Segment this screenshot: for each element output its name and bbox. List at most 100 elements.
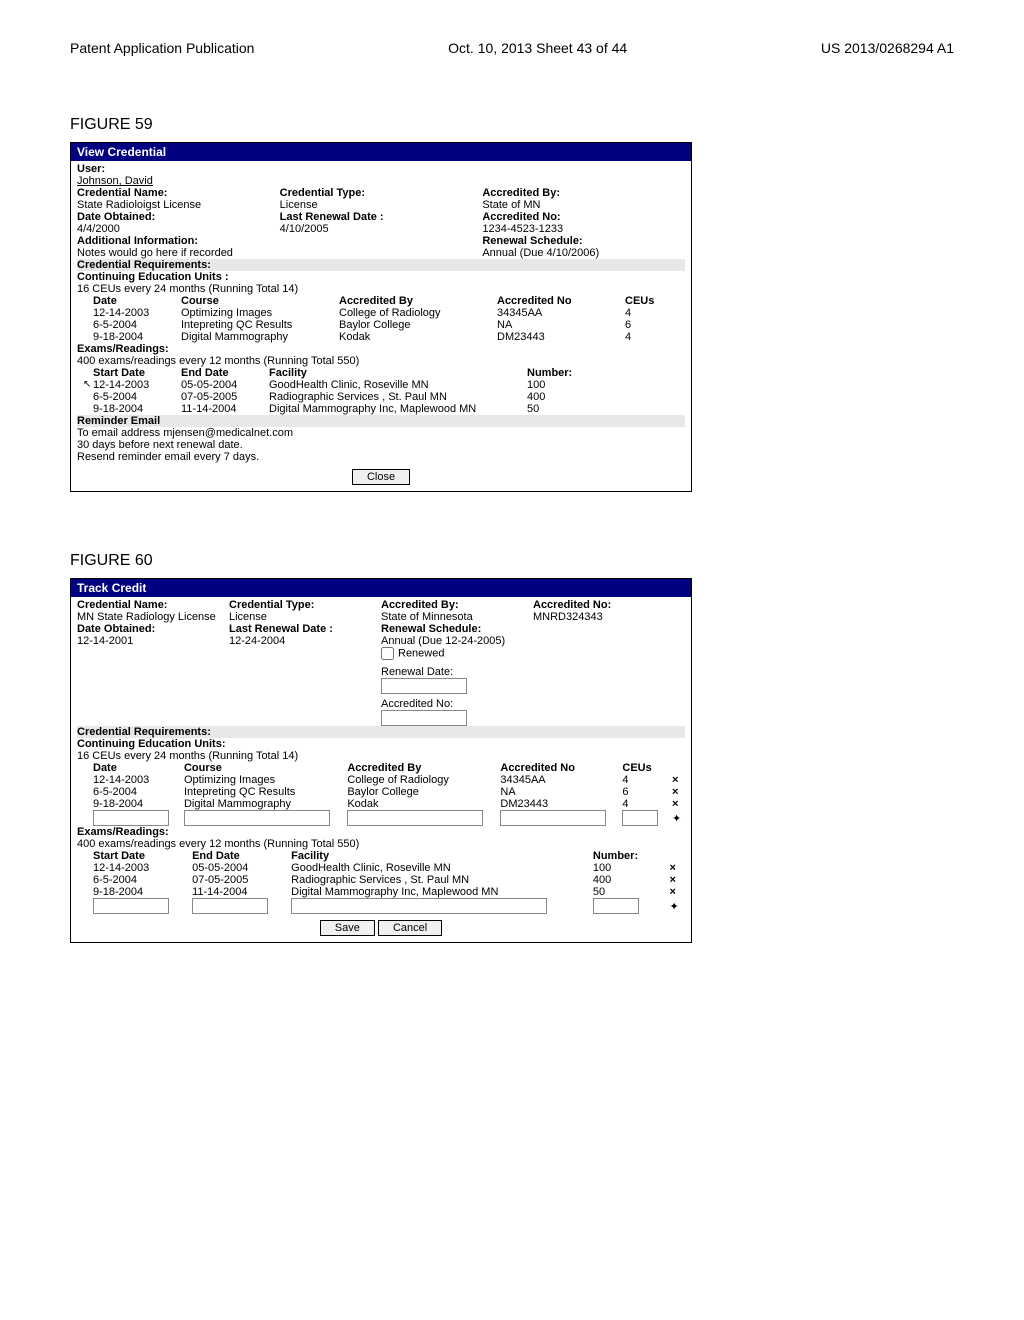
ceu-table: Date Course Accredited By Accredited No … (89, 762, 697, 826)
table-row: 9-18-2004Digital MammographyKodakDM23443… (89, 798, 697, 810)
cell-accno: DM23443 (496, 798, 618, 810)
exams-label: Exams/Readings: (77, 343, 685, 355)
accredited-no-input[interactable] (381, 710, 467, 726)
cancel-button[interactable]: Cancel (378, 920, 442, 936)
save-button[interactable]: Save (320, 920, 375, 936)
table-row: 9-18-200411-14-2004Digital Mammography I… (89, 403, 697, 415)
cell-number: 100 (523, 379, 697, 391)
cell-date: 6-5-2004 (89, 319, 177, 331)
delete-icon[interactable]: × (669, 874, 675, 886)
col-date: Date (89, 762, 180, 774)
exam-facility-input[interactable] (291, 898, 547, 914)
renewed-checkbox[interactable] (381, 647, 394, 660)
cred-name-label: Credential Name: (77, 187, 280, 199)
window-title: Track Credit (71, 579, 691, 597)
ceu-accno-input[interactable] (500, 810, 606, 826)
cell-course: Optimizing Images (180, 774, 343, 786)
reminder-line-1: To email address mjensen@medicalnet.com (77, 427, 685, 439)
cell-date: 9-18-2004 (89, 331, 177, 343)
cell-course: Intepreting QC Results (180, 786, 343, 798)
delete-icon[interactable]: × (672, 786, 678, 798)
user-label: User: (77, 163, 685, 175)
table-row: 9-18-2004Digital MammographyKodakDM23443… (89, 331, 697, 343)
col-accno: Accredited No (496, 762, 618, 774)
col-accby: Accredited By (343, 762, 496, 774)
cell-accno: 34345AA (496, 774, 618, 786)
table-row: 12-14-2003Optimizing ImagesCollege of Ra… (89, 307, 697, 319)
col-facility: Facility (287, 850, 589, 862)
last-renewal-value: 4/10/2005 (280, 223, 483, 235)
delete-icon[interactable]: × (669, 862, 675, 874)
cell-ceus: 4 (621, 307, 697, 319)
cell-end: 11-14-2004 (177, 403, 265, 415)
cell-facility: Digital Mammography Inc, Maplewood MN (287, 886, 589, 898)
col-facility: Facility (265, 367, 523, 379)
cell-start: 6-5-2004 (89, 874, 188, 886)
accredited-by-label: Accredited By: (482, 187, 685, 199)
page-header: Patent Application Publication Oct. 10, … (70, 40, 954, 56)
cred-type-label: Credential Type: (229, 599, 381, 611)
table-row: 9-18-200411-14-2004Digital Mammography I… (89, 886, 697, 898)
cred-req-header: Credential Requirements: (77, 726, 685, 738)
table-header-row: Date Course Accredited By Accredited No … (89, 762, 697, 774)
cell-end: 07-05-2005 (177, 391, 265, 403)
renewal-schedule-label: Renewal Schedule: (482, 235, 685, 247)
renewal-schedule-value: Annual (Due 4/10/2006) (482, 247, 685, 259)
renewal-date-label: Renewal Date: (381, 666, 453, 678)
col-course: Course (177, 295, 335, 307)
ceu-date-input[interactable] (93, 810, 169, 826)
figure-59-label: FIGURE 59 (70, 116, 954, 134)
table-row: 12-14-200305-05-2004GoodHealth Clinic, R… (89, 862, 697, 874)
cell-start: 12-14-2003 (89, 379, 177, 391)
ceu-accby-input[interactable] (347, 810, 483, 826)
cred-name-value: State Radioloigst License (77, 199, 280, 211)
user-value[interactable]: Johnson, David (77, 175, 685, 187)
col-start: Start Date (89, 850, 188, 862)
cell-number: 400 (523, 391, 697, 403)
cell-accno: DM23443 (493, 331, 621, 343)
add-icon[interactable]: ✦ (669, 901, 678, 913)
date-obtained-label: Date Obtained: (77, 623, 229, 635)
cell-facility: Radiographic Services , St. Paul MN (265, 391, 523, 403)
renewal-date-input[interactable] (381, 678, 467, 694)
exam-end-input[interactable] (192, 898, 268, 914)
table-header-row: Start Date End Date Facility Number: (89, 367, 697, 379)
cell-facility: Digital Mammography Inc, Maplewood MN (265, 403, 523, 415)
cred-name-label: Credential Name: (77, 599, 229, 611)
add-icon[interactable]: ✦ (672, 813, 681, 825)
exam-input-row: ✦ (89, 898, 697, 914)
col-end: End Date (177, 367, 265, 379)
accredited-no-value: MNRD324343 (533, 611, 685, 623)
cell-start: 9-18-2004 (89, 886, 188, 898)
renewal-schedule-label: Renewal Schedule: (381, 623, 533, 635)
cell-ceus: 6 (618, 786, 668, 798)
cell-facility: GoodHealth Clinic, Roseville MN (265, 379, 523, 391)
cell-accby: College of Radiology (343, 774, 496, 786)
delete-icon[interactable]: × (672, 774, 678, 786)
delete-icon[interactable]: × (672, 798, 678, 810)
exam-start-input[interactable] (93, 898, 169, 914)
reminder-header: Reminder Email (77, 415, 685, 427)
col-course: Course (180, 762, 343, 774)
exams-label: Exams/Readings: (77, 826, 685, 838)
cell-start: 9-18-2004 (89, 403, 177, 415)
ceu-note: 16 CEUs every 24 months (Running Total 1… (77, 750, 685, 762)
ceu-table: Date Course Accredited By Accredited No … (89, 295, 697, 343)
table-row: 6-5-2004Intepreting QC ResultsBaylor Col… (89, 786, 697, 798)
ceu-ceus-input[interactable] (622, 810, 658, 826)
ceu-label: Continuing Education Units : (77, 271, 685, 283)
col-ceus: CEUs (621, 295, 697, 307)
renewal-schedule-value: Annual (Due 12-24-2005) (381, 635, 533, 647)
ceu-course-input[interactable] (184, 810, 330, 826)
cell-facility: Radiographic Services , St. Paul MN (287, 874, 589, 886)
exam-number-input[interactable] (593, 898, 639, 914)
cell-course: Digital Mammography (177, 331, 335, 343)
cell-accby: Baylor College (335, 319, 493, 331)
accredited-no-label: Accredited No: (482, 211, 685, 223)
col-number: Number: (589, 850, 666, 862)
cred-type-value: License (229, 611, 381, 623)
close-button[interactable]: Close (352, 469, 410, 485)
cell-date: 6-5-2004 (89, 786, 180, 798)
header-left: Patent Application Publication (70, 40, 254, 56)
delete-icon[interactable]: × (669, 886, 675, 898)
